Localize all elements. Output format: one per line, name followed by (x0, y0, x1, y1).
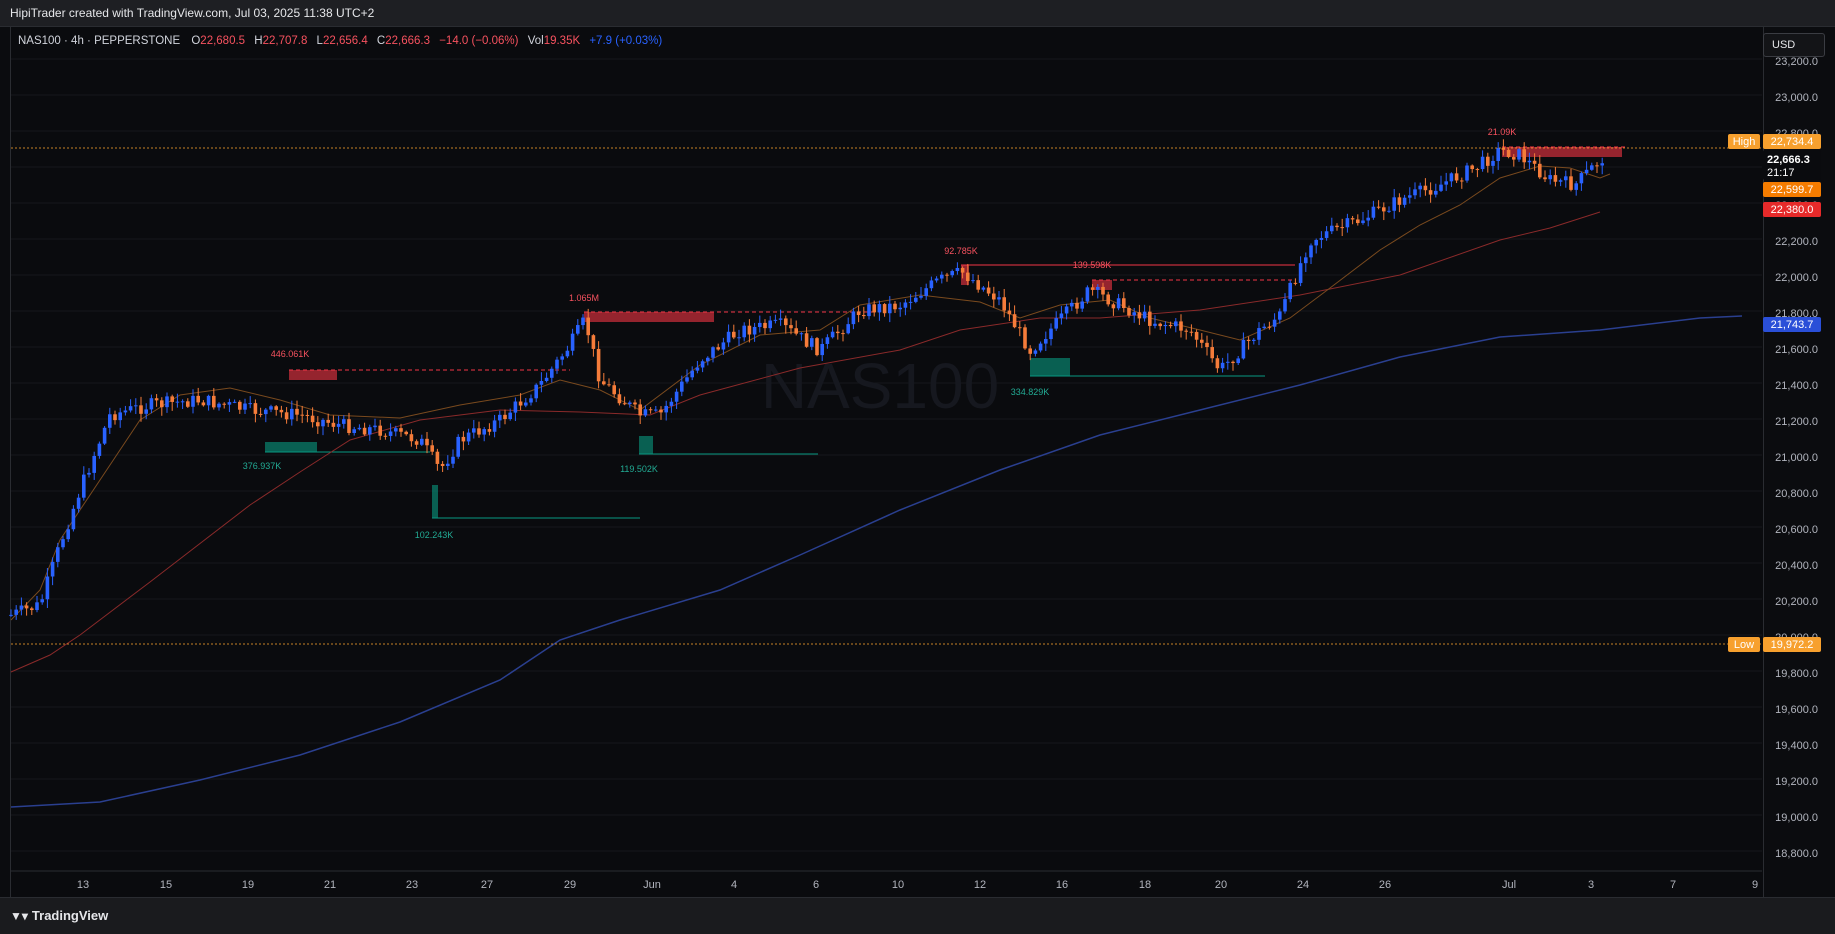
ema-slow-box (1763, 317, 1821, 332)
price-tick: 18,800.0 (1775, 848, 1818, 860)
chart-credit: HipiTrader created with TradingView.com,… (10, 6, 375, 20)
price-tick: 19,400.0 (1775, 740, 1818, 752)
last-price-box (1763, 150, 1821, 180)
brand-name: TradingView (31, 908, 109, 923)
symbol-name[interactable]: NAS100 · 4h · PEPPERSTONE (18, 35, 181, 47)
price-tick: 21,000.0 (1775, 452, 1818, 464)
price-tick: 20,400.0 (1775, 560, 1818, 572)
low-key: L (316, 35, 323, 47)
price-tick: 21,200.0 (1775, 416, 1818, 428)
change-value: −14.0 (−0.06%) (439, 35, 519, 47)
price-tick: 23,000.0 (1775, 92, 1818, 104)
price-tick: 19,000.0 (1775, 812, 1818, 824)
price-tick: 20,200.0 (1775, 596, 1818, 608)
high-price-label: 22,734.4 (1771, 136, 1814, 148)
high-value: 22,707.8 (262, 35, 308, 47)
bottom-bar: ▼▾ TradingView (0, 897, 1835, 934)
ema-slow-label: 21,743.7 (1771, 319, 1814, 331)
price-tick: 21,400.0 (1775, 380, 1818, 392)
volume-value: 19.35K (543, 35, 581, 47)
price-tick: 22,000.0 (1775, 272, 1818, 284)
ema-fast-label: 22,599.7 (1771, 184, 1814, 196)
price-tick: 22,600.0 (1775, 164, 1818, 176)
price-tick: 21,600.0 (1775, 344, 1818, 356)
low-value: 22,656.4 (322, 35, 368, 47)
ema-fast-box (1763, 182, 1821, 197)
low-price-box (1763, 637, 1821, 652)
high-key: H (254, 35, 263, 47)
price-tick: 20,600.0 (1775, 524, 1818, 536)
chart-pane[interactable] (10, 27, 1764, 897)
price-tick: 23,200.0 (1775, 56, 1818, 68)
price-tick: 19,200.0 (1775, 776, 1818, 788)
price-tick: 22,200.0 (1775, 236, 1818, 248)
price-tick: 20,000.0 (1775, 632, 1818, 644)
close-value: 22,666.3 (385, 35, 430, 47)
top-bar: HipiTrader created with TradingView.com,… (0, 0, 1835, 27)
tradingview-brand[interactable]: ▼▾ TradingView (10, 908, 108, 923)
last-price-label: 22,666.3 (1767, 154, 1810, 166)
close-key: C (376, 35, 386, 47)
currency-button[interactable]: USD (1763, 33, 1825, 57)
price-tick: 22,800.0 (1775, 128, 1818, 140)
low-price-label: 19,972.2 (1771, 639, 1814, 651)
price-tick: 20,800.0 (1775, 488, 1818, 500)
price-tick: 19,600.0 (1775, 704, 1818, 716)
volume-change: +7.9 (+0.03%) (589, 35, 663, 47)
price-tick: 21,800.0 (1775, 308, 1818, 320)
ema-mid-label: 22,380.0 (1771, 204, 1814, 216)
bar-countdown: 21:17 (1767, 167, 1795, 179)
price-tick: 22,400.0 (1775, 200, 1818, 212)
symbol-legend[interactable]: NAS100 · 4h · PEPPERSTONE O22,680.5 H22,… (18, 35, 662, 47)
tradingview-logo-icon: ▼▾ (10, 909, 28, 923)
ema-mid-box (1763, 202, 1821, 217)
high-price-box (1763, 134, 1821, 149)
open-key: O (191, 35, 201, 47)
volume-key: Vol (527, 35, 544, 47)
open-value: 22,680.5 (200, 35, 246, 47)
price-tick: 19,800.0 (1775, 668, 1818, 680)
